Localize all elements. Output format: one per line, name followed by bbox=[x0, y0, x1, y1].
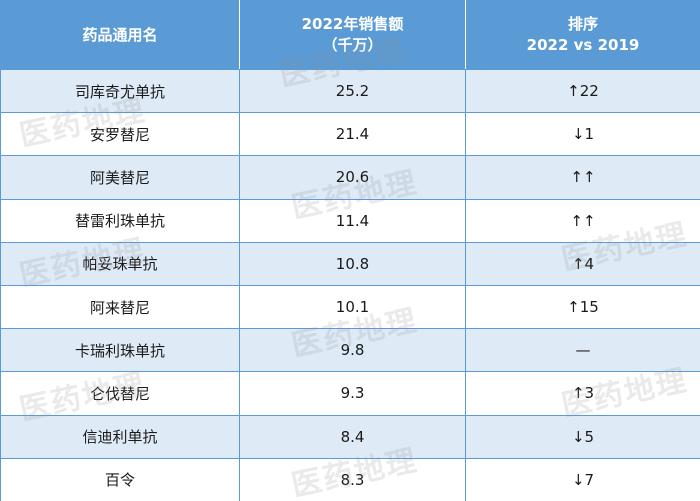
sales-cell: 9.8 bbox=[239, 328, 466, 373]
drug-name-cell: 司库奇尤单抗 bbox=[0, 68, 240, 114]
header-drug-name: 药品通用名 bbox=[0, 0, 240, 70]
drug-name-cell: 卡瑞利珠单抗 bbox=[0, 328, 240, 373]
table-row: 信迪利单抗 8.4 ↓5 bbox=[0, 414, 700, 459]
drug-name-cell: 帕妥珠单抗 bbox=[0, 241, 240, 286]
table-row: 阿来替尼 10.1 ↑15 bbox=[0, 284, 700, 330]
table-header-row: 药品通用名 2022年销售额 （千万） 排序 2022 vs 2019 bbox=[0, 0, 700, 70]
rank-change-cell: ↓7 bbox=[465, 457, 700, 501]
sales-cell: 8.4 bbox=[239, 414, 466, 459]
header-sales-unit: （千万） bbox=[322, 36, 383, 54]
sales-cell: 8.3 bbox=[239, 457, 466, 501]
rank-change-cell: ↓1 bbox=[465, 112, 700, 157]
table-row: 百令 8.3 ↓7 bbox=[0, 457, 700, 501]
sales-cell: 10.8 bbox=[239, 241, 466, 286]
rank-change-cell: ↓5 bbox=[465, 414, 700, 459]
header-rank-period: 2022 vs 2019 bbox=[526, 36, 640, 54]
header-drug-name-label: 药品通用名 bbox=[82, 25, 158, 44]
sales-cell: 9.3 bbox=[239, 371, 466, 416]
table-row: 安罗替尼 21.4 ↓1 bbox=[0, 112, 700, 157]
sales-cell: 11.4 bbox=[239, 198, 466, 243]
header-sales: 2022年销售额 （千万） bbox=[239, 0, 466, 70]
table-row: 卡瑞利珠单抗 9.8 — bbox=[0, 328, 700, 373]
table-row: 仑伐替尼 9.3 ↑3 bbox=[0, 371, 700, 416]
drug-name-cell: 阿美替尼 bbox=[0, 155, 240, 200]
rank-change-cell: ↑22 bbox=[465, 68, 700, 114]
table-row: 替雷利珠单抗 11.4 ↑↑ bbox=[0, 198, 700, 243]
header-sales-label: 2022年销售额 bbox=[301, 15, 404, 33]
table-row: 阿美替尼 20.6 ↑↑ bbox=[0, 155, 700, 200]
sales-cell: 20.6 bbox=[239, 155, 466, 200]
table-row: 帕妥珠单抗 10.8 ↑4 bbox=[0, 241, 700, 286]
sales-cell: 21.4 bbox=[239, 112, 466, 157]
rank-change-cell: ↑3 bbox=[465, 371, 700, 416]
drug-name-cell: 百令 bbox=[0, 457, 240, 501]
rank-change-cell: ↑↑ bbox=[465, 198, 700, 243]
sales-cell: 10.1 bbox=[239, 284, 466, 330]
drug-name-cell: 安罗替尼 bbox=[0, 112, 240, 157]
sales-cell: 25.2 bbox=[239, 68, 466, 114]
rank-change-cell: — bbox=[465, 328, 700, 373]
table-row: 司库奇尤单抗 25.2 ↑22 bbox=[0, 68, 700, 114]
drug-name-cell: 仑伐替尼 bbox=[0, 371, 240, 416]
rank-change-cell: ↑4 bbox=[465, 241, 700, 286]
drug-name-cell: 替雷利珠单抗 bbox=[0, 198, 240, 243]
rank-change-cell: ↑↑ bbox=[465, 155, 700, 200]
header-rank: 排序 2022 vs 2019 bbox=[465, 0, 700, 70]
header-rank-label: 排序 bbox=[567, 15, 598, 33]
drug-name-cell: 信迪利单抗 bbox=[0, 414, 240, 459]
drug-name-cell: 阿来替尼 bbox=[0, 284, 240, 330]
rank-change-cell: ↑15 bbox=[465, 284, 700, 330]
